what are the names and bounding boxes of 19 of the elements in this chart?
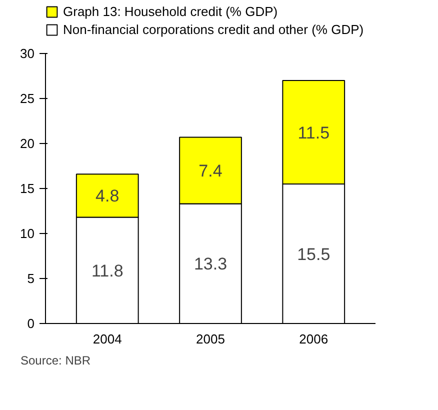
y-tick-label: 25 [20, 91, 35, 106]
x-tick-label: 2004 [92, 332, 122, 346]
data-label: 4.8 [96, 186, 120, 206]
y-tick-label: 15 [20, 181, 35, 196]
data-label: 11.8 [91, 261, 124, 280]
y-tick-label: 30 [20, 46, 35, 61]
source-note: Source: NBR [20, 354, 91, 368]
y-tick-label: 5 [27, 271, 35, 286]
y-tick-label: 10 [20, 226, 35, 241]
y-tick-label: 20 [20, 136, 35, 151]
data-label: 15.5 [297, 244, 330, 264]
data-label: 7.4 [198, 162, 222, 180]
data-label: 11.5 [298, 123, 330, 142]
legend-label: Graph 13: Household credit (% GDP) [63, 4, 278, 19]
x-tick-label: 2006 [299, 332, 328, 346]
x-tick-label: 2005 [196, 332, 225, 346]
y-tick-label: 0 [27, 316, 35, 331]
data-label: 13.3 [194, 254, 228, 274]
legend-label: Non-financial corporations credit and other (% GDP) [63, 22, 364, 37]
